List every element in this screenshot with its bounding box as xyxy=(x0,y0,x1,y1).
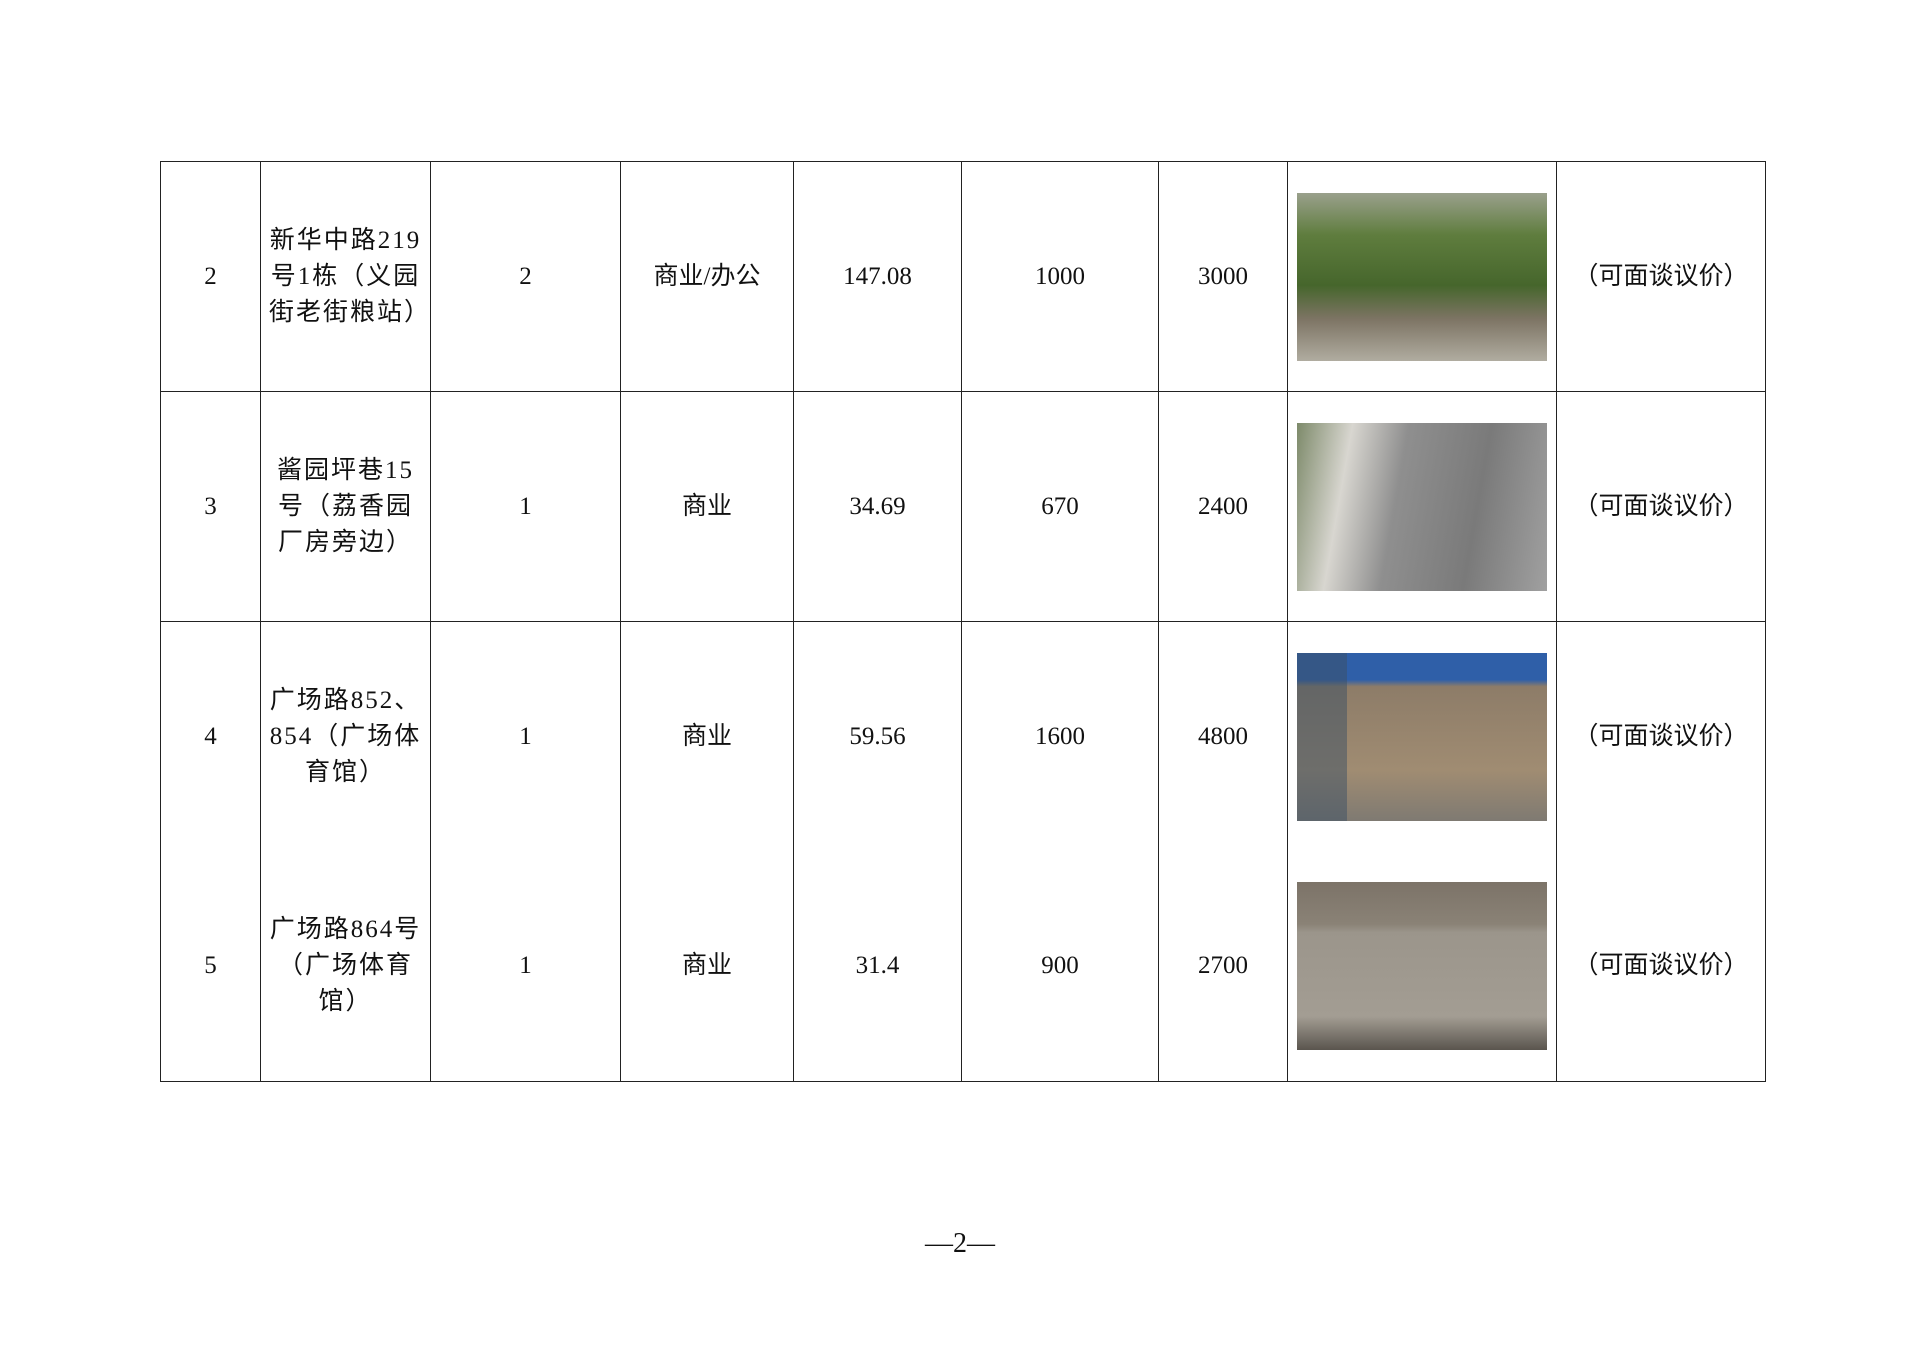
photo-cell xyxy=(1287,391,1557,622)
price-1: 900 xyxy=(961,851,1159,1082)
price-2: 2700 xyxy=(1158,851,1288,1082)
area: 147.08 xyxy=(793,161,962,392)
area: 31.4 xyxy=(793,851,962,1082)
unit-count: 1 xyxy=(430,851,621,1082)
price-1: 670 xyxy=(961,391,1159,622)
row-number: 2 xyxy=(160,161,261,392)
table-row: 3 酱园坪巷15号（荔香园厂房旁边） 1 商业 34.69 670 2400 （… xyxy=(160,391,1766,622)
note: （可面谈议价） xyxy=(1556,621,1766,852)
photo-cell xyxy=(1287,621,1557,852)
row-number: 5 xyxy=(160,851,261,1082)
usage: 商业 xyxy=(620,851,794,1082)
usage: 商业/办公 xyxy=(620,161,794,392)
area: 59.56 xyxy=(793,621,962,852)
address: 广场路864号（广场体育馆） xyxy=(260,851,431,1082)
property-table: 2 新华中路219号1栋（义园街老街粮站） 2 商业/办公 147.08 100… xyxy=(160,161,1766,1082)
usage: 商业 xyxy=(620,391,794,622)
table-row: 5 广场路864号（广场体育馆） 1 商业 31.4 900 2700 （可面谈… xyxy=(160,851,1766,1082)
price-1: 1000 xyxy=(961,161,1159,392)
unit-count: 1 xyxy=(430,391,621,622)
note: （可面谈议价） xyxy=(1556,161,1766,392)
price-1: 1600 xyxy=(961,621,1159,852)
price-2: 2400 xyxy=(1158,391,1288,622)
price-2: 4800 xyxy=(1158,621,1288,852)
street-shutters-photo xyxy=(1297,422,1547,591)
unit-count: 1 xyxy=(430,621,621,852)
note: （可面谈议价） xyxy=(1556,391,1766,622)
row-number: 4 xyxy=(160,621,261,852)
table-row: 2 新华中路219号1栋（义园街老街粮站） 2 商业/办公 147.08 100… xyxy=(160,161,1766,392)
unit-count: 2 xyxy=(430,161,621,392)
row-number: 3 xyxy=(160,391,261,622)
page-number: —2— xyxy=(925,1228,995,1259)
photo-cell xyxy=(1287,161,1557,392)
note: （可面谈议价） xyxy=(1556,851,1766,1082)
photo-cell xyxy=(1287,851,1557,1082)
address: 广场路852、854（广场体育馆） xyxy=(260,621,431,852)
shop-shutter-blue-sign-photo xyxy=(1297,652,1547,821)
table-row: 4 广场路852、854（广场体育馆） 1 商业 59.56 1600 4800… xyxy=(160,621,1766,852)
usage: 商业 xyxy=(620,621,794,852)
price-2: 3000 xyxy=(1158,161,1288,392)
area: 34.69 xyxy=(793,391,962,622)
address: 酱园坪巷15号（荔香园厂房旁边） xyxy=(260,391,431,622)
shop-glass-door-photo xyxy=(1297,882,1547,1051)
storefront-trees-photo xyxy=(1297,192,1547,361)
address: 新华中路219号1栋（义园街老街粮站） xyxy=(260,161,431,392)
